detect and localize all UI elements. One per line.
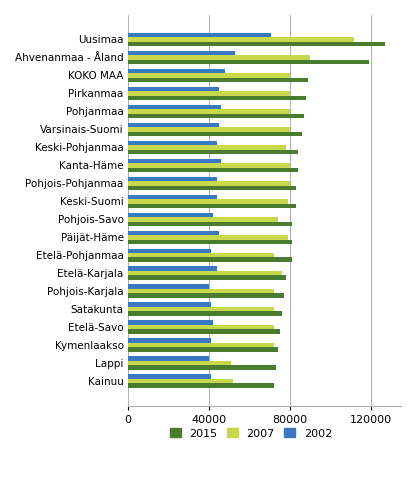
Bar [128,127,290,132]
Bar [128,253,273,257]
Bar [128,213,213,217]
Bar [128,60,369,64]
Bar [128,217,277,221]
Bar [128,221,292,226]
Legend: 2015, 2007, 2002: 2015, 2007, 2002 [165,424,337,443]
Bar [128,235,288,240]
Bar [128,123,219,127]
Bar [128,105,221,109]
Bar [128,91,290,96]
Bar [128,289,273,294]
Bar [128,194,217,199]
Bar [128,113,304,118]
Bar [128,140,217,145]
Bar [128,361,231,365]
Bar [128,302,211,307]
Bar [128,132,302,136]
Bar [128,321,213,325]
Bar [128,73,290,78]
Bar [128,78,308,82]
Bar [128,87,219,91]
Bar [128,167,298,172]
Bar [128,307,273,311]
Bar [128,343,273,348]
Bar [128,69,225,73]
Bar [128,163,290,167]
Bar [128,284,209,289]
Bar [128,365,275,370]
Bar [128,181,290,186]
Bar [128,42,385,46]
Bar [128,240,292,244]
Bar [128,325,273,329]
Bar [128,177,217,181]
Bar [128,338,211,343]
Bar [128,204,296,208]
Bar [128,383,273,388]
Bar [128,271,282,275]
Bar [128,150,298,154]
Bar [128,199,288,204]
Bar [128,55,310,60]
Bar [128,231,219,235]
Bar [128,267,217,271]
Bar [128,145,286,150]
Bar [128,37,354,42]
Bar [128,379,233,383]
Bar [128,374,211,379]
Bar [128,329,280,334]
Bar [128,159,221,163]
Bar [128,311,282,316]
Bar [128,51,235,55]
Bar [128,33,272,37]
Bar [128,186,296,190]
Bar [128,248,211,253]
Bar [128,275,286,280]
Bar [128,348,277,352]
Bar [128,96,306,100]
Bar [128,356,209,361]
Bar [128,109,290,113]
Bar [128,294,284,298]
Bar [128,257,292,262]
